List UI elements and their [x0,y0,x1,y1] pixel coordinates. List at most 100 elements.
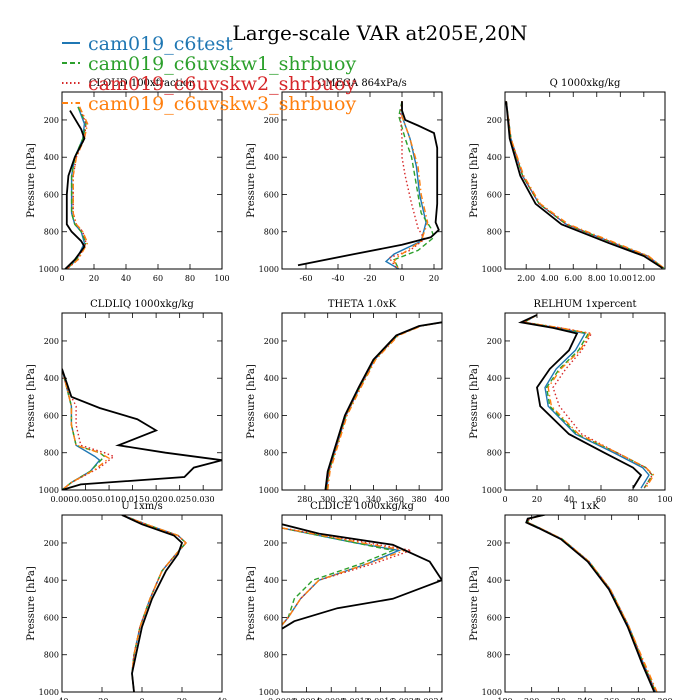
series-group [518,314,655,489]
y-axis-label: Pressure [hPa] [469,143,480,218]
series-line-4 [282,527,408,626]
x-tick-label: 280 [631,697,646,700]
y-tick-label: 200 [264,116,279,125]
series-line-1 [522,314,650,489]
series-line-2 [505,101,665,269]
series-line-4 [393,101,429,269]
y-tick-label: 200 [264,539,279,548]
x-tick-label: 60 [153,274,163,283]
obs-line [518,314,643,489]
x-tick-label: 20 [177,697,187,700]
x-tick-label: 180 [497,697,512,700]
y-tick-label: 400 [264,153,279,162]
series-line-4 [526,515,658,692]
series-line-1 [121,515,187,692]
legend-label-2: cam019_c6uvskw1_shrbuoy [88,53,356,75]
y-axis-label: Pressure [hPa] [26,364,37,439]
series-line-3 [505,101,665,269]
plot-frame [281,514,443,693]
x-tick-label: 60 [596,495,606,504]
y-tick-label: 200 [487,539,502,548]
y-tick-label: 800 [487,449,502,458]
series-line-1 [505,101,665,269]
series-line-3 [282,527,414,626]
series-line-2 [393,101,435,269]
y-tick-label: 400 [264,374,279,383]
series-group [121,515,187,692]
panel-title: RELHUM 1xpercent [533,299,636,310]
x-tick-label: 10.00 [609,274,632,283]
x-tick-label: 4.00 [541,274,559,283]
y-tick-label: 1000 [39,265,59,274]
series-group [324,321,442,490]
y-tick-label: 1000 [259,265,279,274]
y-tick-label: 800 [44,651,59,660]
series-line-3 [66,106,87,269]
y-axis-label: Pressure [hPa] [246,143,257,218]
x-tick-label: 0 [502,495,507,504]
x-tick-label: 0.0004 [293,697,321,700]
x-tick-label: 20 [429,274,439,283]
y-axis-label: Pressure [hPa] [26,143,37,218]
obs-line [282,523,442,630]
y-tick-label: 200 [487,337,502,346]
x-tick-label: 0.005 [74,495,97,504]
panel-title: CLDICE 1000xkg/kg [310,501,414,512]
y-axis-label: Pressure [hPa] [246,566,257,641]
x-tick-label: 100 [214,274,229,283]
x-tick-label: 280 [297,495,312,504]
series-line-4 [66,106,89,269]
panel-5: THETA 1.0xK Pressure [hPa] 200 400 600 800 100… [246,299,450,504]
y-tick-label: 800 [487,228,502,237]
x-tick-label: 2.00 [517,274,535,283]
plot-frame [504,91,666,270]
y-tick-label: 800 [44,449,59,458]
obs-line [505,101,664,269]
obs-line [121,515,184,692]
figure-title: Large-scale VAR at205E,20N [232,21,527,45]
x-tick-label: 200 [524,697,539,700]
panel-8: CLDICE 1000xkg/kg Pressure [hPa] 200 400 600… [246,501,444,700]
y-tick-label: 400 [44,576,59,585]
x-tick-label: 0.020 [145,495,168,504]
y-tick-label: 1000 [259,688,279,697]
series-group [282,523,442,630]
y-tick-label: 600 [44,613,59,622]
y-tick-label: 200 [44,539,59,548]
x-tick-label: 400 [434,495,449,504]
x-tick-label: 40 [121,274,131,283]
panel-title: U 1xm/s [121,501,163,512]
y-tick-label: 400 [487,153,502,162]
x-tick-label: 240 [577,697,592,700]
series-line-3 [526,515,657,692]
series-line-2 [526,515,657,692]
x-tick-label: 12.00 [632,274,655,283]
x-tick-label: 0 [59,274,64,283]
x-tick-label: 360 [389,495,404,504]
y-tick-label: 1000 [39,486,59,495]
x-tick-label: 80 [628,495,638,504]
x-tick-label: -20 [364,274,377,283]
y-tick-label: 800 [487,651,502,660]
x-tick-label: 380 [412,495,427,504]
y-tick-label: 800 [264,228,279,237]
x-tick-label: 220 [551,697,566,700]
x-tick-label: 0.0024 [416,697,444,700]
x-tick-label: -40 [56,697,69,700]
x-tick-label: 6.00 [564,274,582,283]
x-tick-label: 0.0016 [366,697,394,700]
y-tick-label: 600 [44,411,59,420]
y-tick-label: 1000 [482,265,502,274]
x-tick-label: 0 [139,697,144,700]
legend: cam019_c6testcam019_c6uvskw1_shrbuoycam0… [62,33,356,115]
y-tick-label: 400 [487,374,502,383]
series-line-2 [282,527,396,626]
series-line-4 [121,515,187,692]
x-tick-label: 100 [657,495,672,504]
panel-title: THETA 1.0xK [328,299,397,310]
